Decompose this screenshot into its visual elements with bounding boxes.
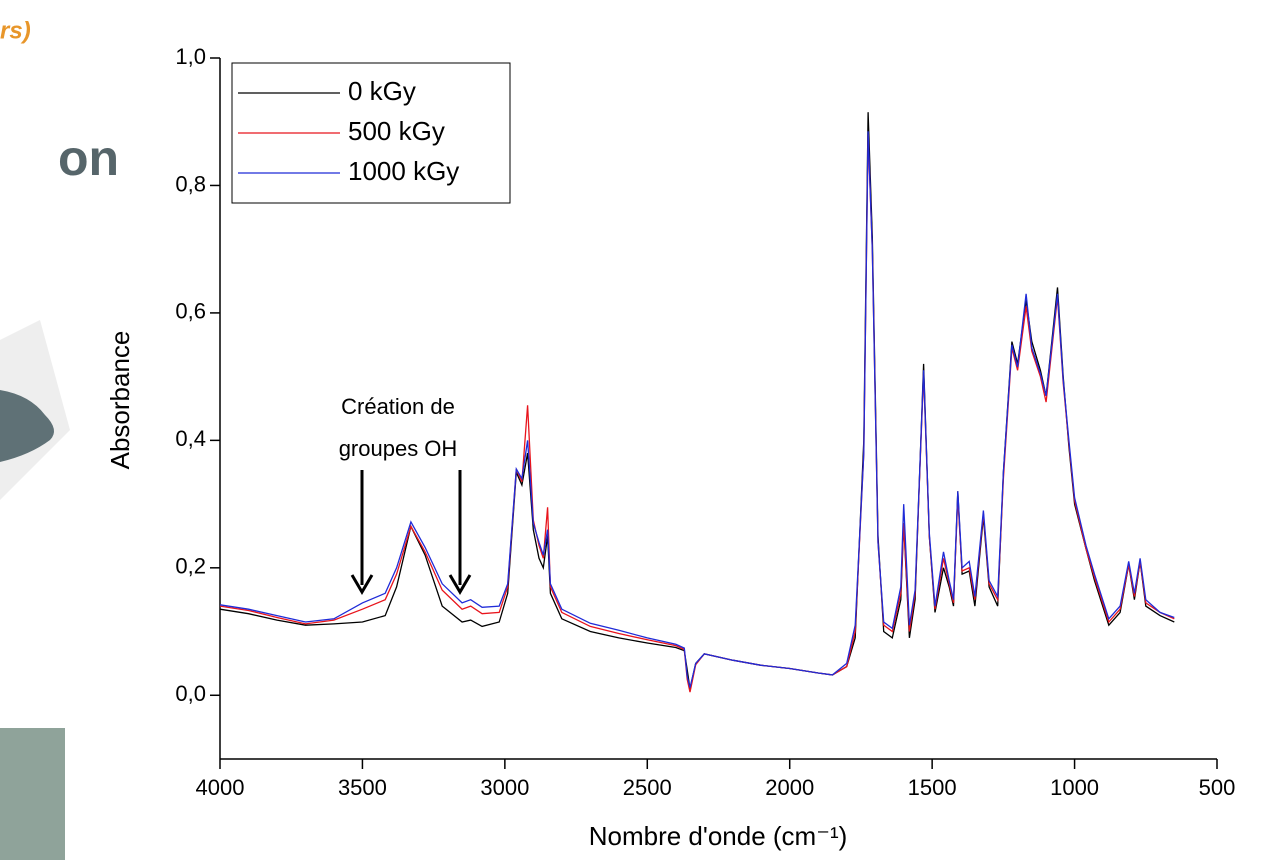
- x-tick-label: 4000: [196, 775, 245, 800]
- y-tick-label: 1,0: [175, 44, 206, 69]
- y-tick-label: 0,4: [175, 426, 206, 451]
- annotation: Création de: [341, 394, 455, 419]
- y-axis-label: Absorbance: [105, 331, 135, 470]
- y-tick-label: 0,6: [175, 299, 206, 324]
- x-tick-label: 2500: [623, 775, 672, 800]
- decor-shape: [0, 390, 54, 462]
- legend-label: 1000 kGy: [348, 156, 459, 186]
- x-tick-label: 2000: [765, 775, 814, 800]
- spectrum-line: [219, 131, 1175, 688]
- y-tick-label: 0,0: [175, 681, 206, 706]
- legend-label: 0 kGy: [348, 76, 416, 106]
- x-tick-label: 1500: [908, 775, 957, 800]
- arrow-head: [350, 574, 374, 595]
- x-tick-label: 3000: [480, 775, 529, 800]
- x-tick-label: 500: [1199, 775, 1236, 800]
- y-tick-label: 0,8: [175, 171, 206, 196]
- annotation-arrows: [350, 470, 472, 595]
- x-axis-label: Nombre d'onde (cm⁻¹): [589, 821, 848, 851]
- slide-fragment: rs): [0, 17, 31, 44]
- legend-label: 500 kGy: [348, 116, 445, 146]
- annotation: groupes OH: [339, 436, 458, 461]
- y-tick-label: 0,2: [175, 554, 206, 579]
- slide-fragment: on: [58, 130, 119, 186]
- decor-image: [0, 728, 65, 860]
- x-tick-label: 1000: [1050, 775, 1099, 800]
- x-tick-label: 3500: [338, 775, 387, 800]
- arrow-head: [448, 574, 472, 595]
